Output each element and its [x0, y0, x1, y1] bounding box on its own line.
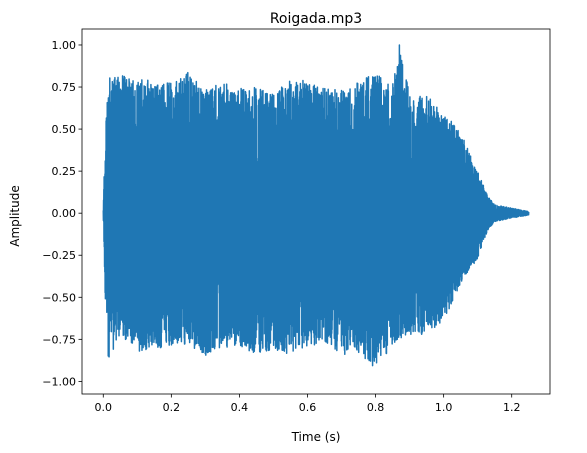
waveform-line — [102, 44, 530, 367]
plot-frame — [81, 28, 551, 395]
y-tick-label: 0.75 — [52, 81, 77, 94]
y-axis: −1.00 −0.75 −0.50 −0.25 0.00 0.25 0.50 0.75 1.00 — [42, 39, 82, 388]
y-tick-label: 0.00 — [52, 207, 77, 220]
y-axis-label: Amplitude — [8, 185, 22, 247]
x-axis-label: Time (s) — [291, 430, 341, 444]
y-tick-label: −1.00 — [42, 375, 76, 388]
y-tick-label: −0.25 — [42, 249, 76, 262]
y-tick-label: 0.50 — [52, 123, 77, 136]
x-tick-label: 1.0 — [435, 401, 453, 414]
x-axis: 0.0 0.2 0.4 0.6 0.8 1.0 1.2 — [95, 394, 521, 414]
series-amplitude — [102, 44, 530, 367]
y-tick-label: 1.00 — [52, 39, 77, 52]
plot-area — [81, 28, 551, 395]
x-tick-label: 0.0 — [95, 401, 113, 414]
x-tick-label: 0.2 — [163, 401, 181, 414]
x-tick-label: 0.4 — [231, 401, 249, 414]
chart-title: Roigada.mp3 — [270, 11, 362, 27]
x-tick-label: 1.2 — [503, 401, 521, 414]
x-tick-label: 0.8 — [367, 401, 385, 414]
y-tick-label: −0.75 — [42, 333, 76, 346]
y-tick-label: 0.25 — [52, 165, 77, 178]
y-tick-label: −0.50 — [42, 291, 76, 304]
x-tick-label: 0.6 — [299, 401, 317, 414]
